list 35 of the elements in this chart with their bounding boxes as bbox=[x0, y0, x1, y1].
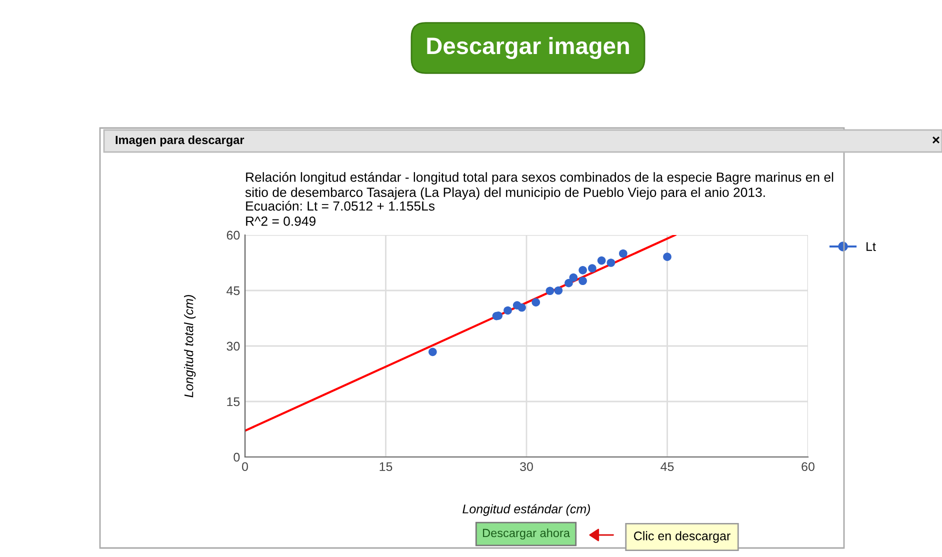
legend-label: Lt bbox=[866, 242, 876, 251]
y-tick-label: 15 bbox=[227, 397, 240, 406]
text: Descargar imagen bbox=[427, 36, 629, 60]
x-tick-label: 0 bbox=[242, 462, 248, 472]
point bbox=[597, 256, 606, 265]
text: Clic en descargar bbox=[634, 531, 730, 543]
y-tick-label: 45 bbox=[226, 286, 240, 296]
point bbox=[428, 348, 437, 356]
point bbox=[578, 276, 587, 286]
point bbox=[504, 306, 512, 315]
chart-subtitle: Ecuación: Lt = 7.0512 + 1.155Ls R^2 = 0.949 bbox=[246, 200, 435, 226]
x-tick-label: 60 bbox=[802, 462, 814, 472]
point bbox=[618, 249, 628, 258]
point bbox=[588, 264, 596, 272]
x-tick-label: 30 bbox=[520, 462, 533, 472]
point bbox=[532, 298, 540, 307]
text: Descargar ahora bbox=[483, 528, 570, 540]
y-tick-label: 0 bbox=[234, 452, 240, 462]
point bbox=[569, 273, 578, 282]
x-axis-title: Longitud estándar (cm) bbox=[462, 504, 590, 516]
x-tick-label: 45 bbox=[660, 462, 674, 472]
point bbox=[578, 266, 587, 274]
text: × bbox=[932, 136, 940, 144]
point bbox=[663, 252, 672, 261]
point bbox=[564, 278, 573, 288]
point bbox=[554, 286, 563, 295]
x-tick-label: 15 bbox=[380, 462, 392, 472]
text: Imagen para descargar bbox=[116, 135, 244, 147]
y-tick-label: 60 bbox=[226, 230, 240, 240]
point bbox=[606, 258, 616, 267]
y-tick-label: 30 bbox=[226, 342, 240, 351]
chart-title: Relación longitud estándar - longitud total para sexos combinados de la especie Bagre marinus en el sitio de desembarco Tasajera (La Playa) del municipio de Pueblo Viejo para el anio 2013. bbox=[245, 172, 834, 200]
y-axis-title: Longitud total (cm) bbox=[184, 294, 196, 398]
point bbox=[546, 286, 554, 296]
point bbox=[518, 303, 526, 312]
